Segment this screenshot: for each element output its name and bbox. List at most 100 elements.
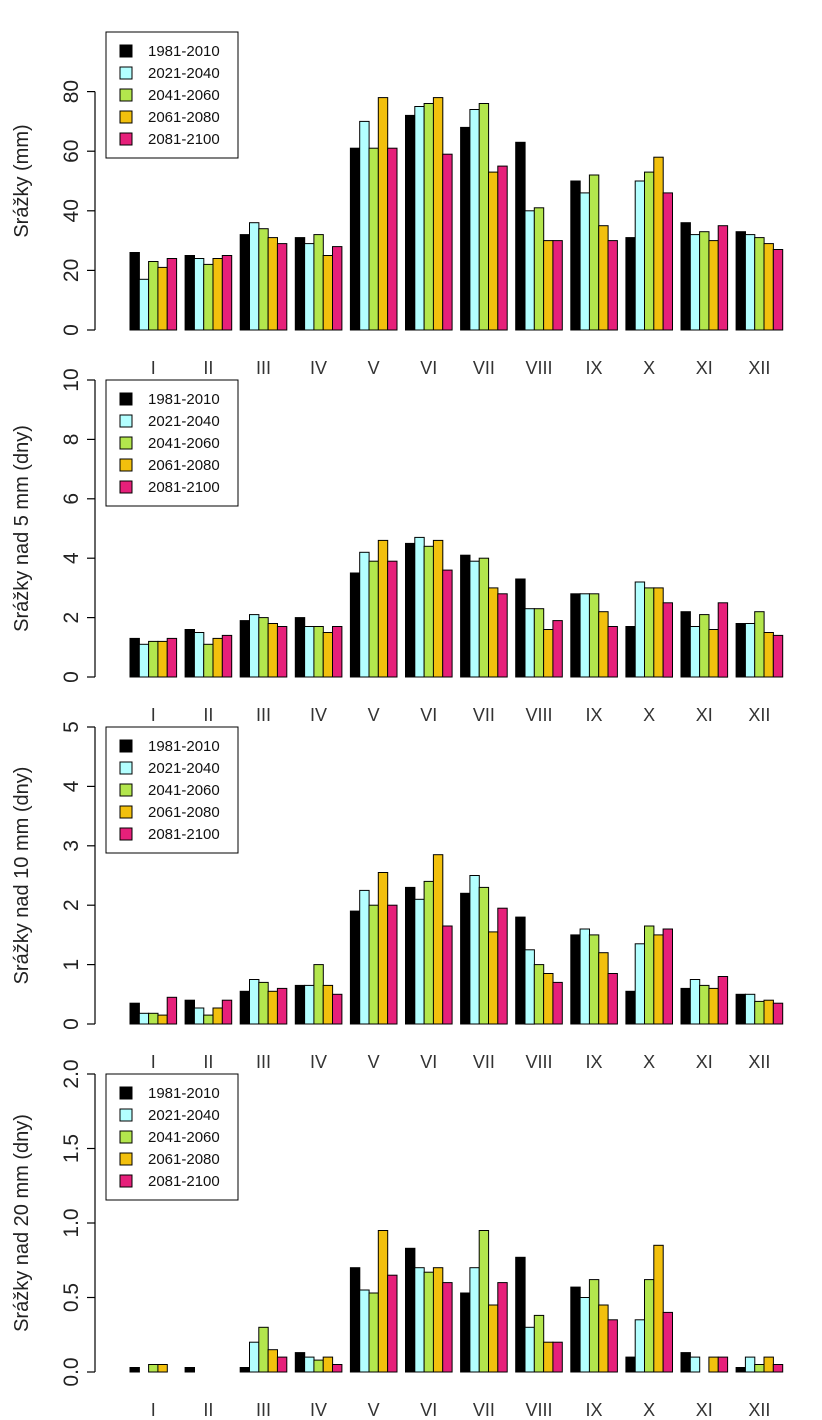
bar-V-2081-2100: [387, 904, 398, 1025]
x-tick-label: III: [256, 1400, 271, 1420]
x-tick-label: IX: [586, 1052, 603, 1072]
bar-V-2081-2100: [387, 560, 398, 678]
bar-I-1981-2010: [129, 1002, 140, 1025]
y-axis-title: Srážky nad 5 mm (dny): [11, 425, 33, 632]
x-tick-label: III: [256, 1052, 271, 1072]
legend-label: 2081-2100: [148, 1173, 220, 1190]
bar-VII-2041-2060: [478, 886, 490, 1025]
bar-XII-1981-2010: [735, 623, 746, 678]
bar-IV-2021-2040: [304, 984, 315, 1025]
bar-XI-2081-2100: [717, 225, 729, 331]
legend-label: 2021-2040: [148, 760, 220, 777]
legend-swatch: [119, 783, 133, 797]
x-tick-label: V: [368, 705, 380, 725]
bar-I-2041-2060: [148, 1364, 159, 1373]
bar-XI-1981-2010: [680, 987, 691, 1025]
bar-X-1981-2010: [625, 237, 636, 331]
x-tick-label: VIII: [525, 1400, 552, 1420]
y-tick-label: 2: [60, 612, 83, 624]
x-tick-label: VIII: [525, 358, 552, 378]
x-tick-label: VI: [420, 705, 437, 725]
bar-I-2021-2040: [138, 643, 150, 678]
bar-III-2021-2040: [249, 222, 260, 331]
bar-XI-2021-2040: [689, 626, 701, 678]
bar-II-2021-2040: [193, 258, 205, 331]
bar-III-2081-2100: [276, 987, 288, 1025]
bar-VI-2081-2100: [442, 1282, 453, 1373]
legend: 1981-2010 2021-2040 2041-2060 2061-2080 2081…: [105, 1073, 239, 1201]
bar-VII-2021-2040: [469, 1267, 480, 1373]
bar-IV-2061-2080: [322, 984, 334, 1025]
x-tick-label: IV: [310, 1400, 327, 1420]
legend-label: 2021-2040: [148, 1107, 220, 1124]
bar-XII-2061-2080: [763, 1356, 774, 1373]
x-tick-label: II: [203, 705, 213, 725]
x-tick-label: XII: [748, 358, 770, 378]
y-tick-label: 0.5: [60, 1283, 83, 1312]
bar-IX-2081-2100: [607, 240, 618, 331]
bar-III-2061-2080: [267, 990, 279, 1025]
bar-III-2061-2080: [267, 623, 279, 678]
bar-I-2041-2060: [148, 261, 159, 331]
bar-VIII-1981-2010: [515, 578, 526, 678]
bar-V-2061-2080: [377, 97, 389, 331]
bar-X-2061-2080: [653, 587, 664, 678]
bar-VI-2041-2060: [423, 545, 435, 678]
legend-swatch: [119, 436, 133, 450]
bar-IV-2081-2100: [332, 626, 343, 678]
y-tick-label: 1: [60, 959, 83, 971]
x-tick-label: IX: [586, 358, 603, 378]
bar-XII-2041-2060: [754, 1364, 765, 1373]
bar-VII-2021-2040: [469, 560, 480, 678]
x-tick-label: XI: [696, 1400, 713, 1420]
y-tick-label: 4: [60, 552, 83, 564]
bar-X-2061-2080: [653, 1244, 664, 1373]
bar-II-2061-2080: [212, 258, 223, 331]
bar-II-2081-2100: [221, 999, 233, 1025]
bar-VII-2041-2060: [478, 1230, 490, 1373]
bar-III-2021-2040: [249, 1341, 260, 1373]
bar-V-2021-2040: [359, 551, 370, 678]
bar-XII-2041-2060: [754, 611, 765, 678]
bar-XII-1981-2010: [735, 993, 746, 1025]
bar-XI-2041-2060: [699, 231, 710, 331]
bar-III-2041-2060: [258, 981, 269, 1025]
bar-V-2081-2100: [387, 1274, 398, 1373]
bar-V-1981-2010: [349, 572, 361, 678]
bar-VIII-2041-2060: [533, 1314, 545, 1373]
bar-X-2041-2060: [644, 925, 655, 1025]
bar-X-2081-2100: [662, 192, 673, 331]
bar-VIII-2081-2100: [552, 1341, 563, 1373]
bar-VI-2041-2060: [423, 1271, 435, 1373]
bar-IX-2061-2080: [598, 611, 609, 678]
bar-IV-2061-2080: [322, 1356, 334, 1373]
bar-X-2081-2100: [662, 1311, 673, 1373]
bar-I-2021-2040: [138, 1012, 150, 1025]
bar-III-2041-2060: [258, 1326, 269, 1373]
bar-XII-1981-2010: [735, 231, 746, 331]
bar-IX-2061-2080: [598, 1304, 609, 1373]
y-tick-label: 20: [60, 259, 83, 282]
bar-II-1981-2010: [184, 255, 196, 331]
y-tick-label: 60: [60, 140, 83, 163]
bar-I-2081-2100: [166, 996, 178, 1025]
bar-VIII-2041-2060: [533, 964, 545, 1025]
bar-XI-1981-2010: [680, 222, 691, 331]
y-axis-title: Srážky nad 20 mm (dny): [11, 1114, 33, 1332]
bar-VII-1981-2010: [460, 126, 471, 331]
y-tick-label: 1.5: [60, 1134, 83, 1163]
x-tick-label: VI: [420, 358, 437, 378]
bar-XI-1981-2010: [680, 1352, 691, 1373]
bar-XI-2081-2100: [717, 602, 729, 678]
bar-II-2081-2100: [221, 634, 233, 678]
x-tick-label: I: [151, 1052, 156, 1072]
bar-VIII-2081-2100: [552, 240, 563, 331]
legend-label: 2041-2060: [148, 782, 220, 799]
legend-swatch: [119, 392, 133, 406]
bar-IX-2081-2100: [607, 973, 618, 1025]
bar-XI-2081-2100: [717, 976, 729, 1025]
bar-XI-2061-2080: [708, 240, 719, 331]
bar-III-2041-2060: [258, 228, 269, 331]
bar-VI-2041-2060: [423, 103, 435, 331]
bar-VI-2061-2080: [432, 1267, 444, 1373]
